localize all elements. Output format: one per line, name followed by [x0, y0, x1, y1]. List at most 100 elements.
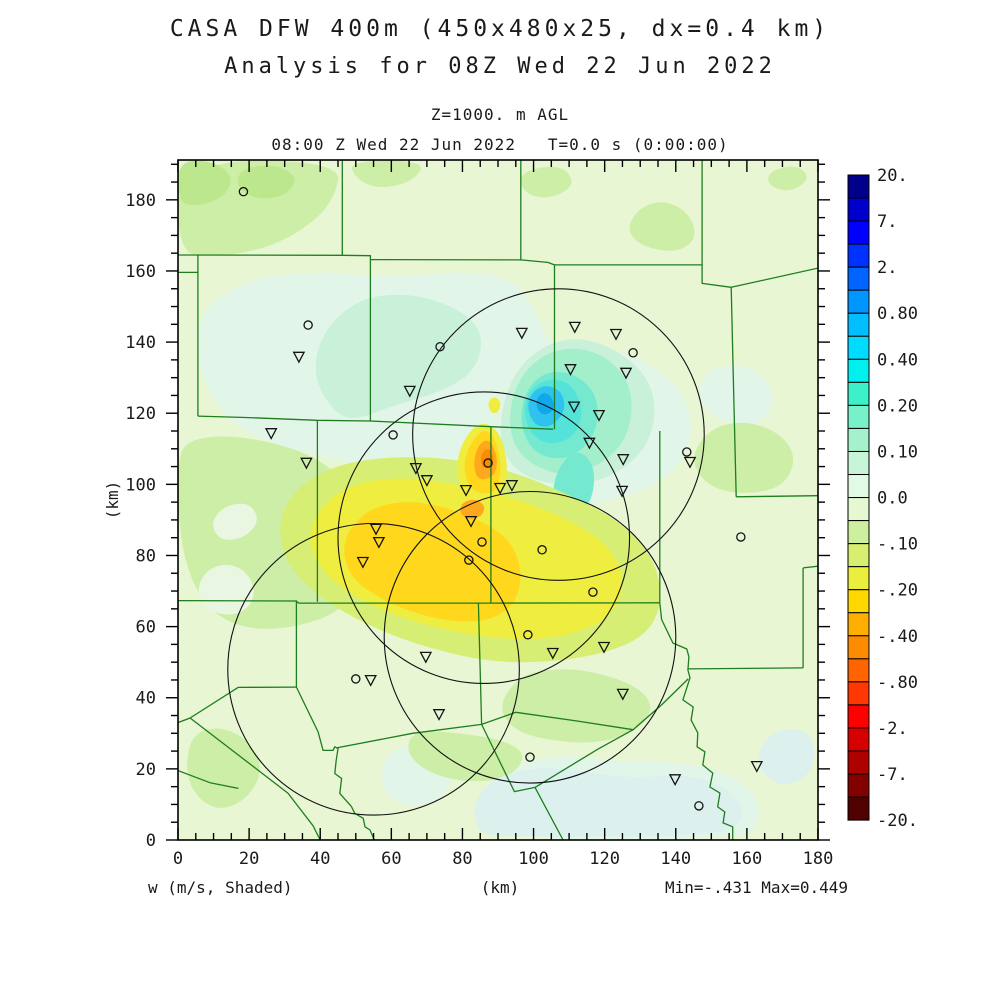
colorbar-segment [847, 520, 870, 545]
colorbar-segment [847, 289, 870, 314]
shaded-region [344, 502, 521, 622]
colorbar-label: 0.10 [877, 443, 918, 463]
y-tick-label: 120 [125, 404, 156, 424]
station-marker-triangle [419, 651, 433, 664]
station-marker-circle [351, 674, 361, 684]
station-marker-triangle [546, 647, 560, 660]
level-label: Z=1000. m AGL [430, 105, 570, 124]
colorbar-label: 7. [877, 212, 897, 232]
station-marker-circle [477, 537, 487, 547]
colorbar-label: -.40 [877, 627, 918, 647]
colorbar-segment [847, 243, 870, 268]
radar-range-circle [412, 288, 705, 581]
station-marker-triangle [564, 364, 577, 376]
shaded-region [520, 166, 572, 198]
county-boundary [178, 769, 239, 790]
shaded-region [629, 202, 695, 251]
station-marker-triangle [364, 674, 377, 687]
county-boundary [295, 686, 375, 840]
station-marker-triangle [583, 437, 596, 450]
colorbar-segment [847, 174, 870, 199]
colorbar-segment [847, 266, 870, 291]
station-marker-triangle [750, 760, 764, 773]
colorbar-label: -20. [877, 811, 918, 831]
station-marker-circle [537, 545, 547, 555]
x-tick-label: 40 [310, 849, 330, 869]
station-marker-triangle [464, 515, 478, 528]
station-marker-triangle [609, 328, 623, 341]
station-marker-triangle [668, 774, 682, 786]
station-marker-triangle [597, 641, 611, 654]
y-tick-label: 160 [125, 262, 156, 282]
x-tick-label: 60 [381, 849, 401, 869]
colorbar-segment [847, 773, 870, 798]
x-tick-label: 20 [239, 849, 259, 869]
county-boundary [178, 254, 703, 266]
y-tick-label: 60 [136, 618, 156, 638]
station-marker-triangle [264, 428, 278, 440]
station-marker-triangle [372, 536, 386, 549]
station-marker-triangle [420, 475, 434, 487]
y-axis-title: (km) [103, 481, 122, 520]
colorbar-label: -.20 [877, 581, 918, 601]
station-marker-circle [303, 320, 313, 330]
shaded-region [502, 669, 651, 743]
colorbar-label: 20. [877, 166, 908, 186]
colorbar-segment [847, 727, 870, 752]
shaded-region [315, 294, 481, 418]
colorbar-segment [847, 474, 870, 499]
colorbar-label: -7. [877, 765, 908, 785]
station-marker-triangle [292, 351, 306, 364]
station-marker-circle [628, 348, 638, 358]
colorbar-segment [847, 566, 870, 591]
colorbar-segment [847, 381, 870, 406]
station-marker-circle [588, 587, 598, 597]
colorbar-segment [847, 450, 870, 476]
station-marker-triangle [615, 485, 629, 498]
shaded-region [408, 731, 523, 782]
station-marker-triangle [568, 321, 582, 334]
shaded-region [488, 397, 501, 414]
field-caption: w (m/s, Shaded) [148, 878, 293, 897]
station-marker-circle [435, 341, 445, 352]
station-marker-triangle [592, 409, 606, 422]
county-boundary [803, 565, 818, 569]
shaded-region [694, 422, 794, 493]
shaded-region [187, 728, 260, 808]
y-tick-label: 100 [125, 475, 156, 495]
shaded-region [213, 503, 257, 540]
shaded-region [198, 564, 254, 615]
station-marker-circle [682, 447, 692, 457]
station-marker-triangle [356, 556, 370, 569]
station-marker-triangle [616, 454, 630, 466]
map-group [177, 159, 819, 841]
radar-range-circle [227, 522, 520, 816]
county-boundary [659, 602, 734, 840]
county-boundary [730, 287, 737, 497]
x-tick-label: 0 [173, 849, 183, 869]
colorbar-label: -2. [877, 719, 908, 739]
colorbar-segment [847, 358, 870, 383]
colorbar-segment [847, 543, 870, 568]
colorbar-label: 2. [877, 258, 897, 278]
county-boundary [701, 160, 818, 288]
colorbar-segment [847, 220, 870, 245]
county-boundary [481, 724, 564, 840]
x-axis-units-caption: (km) [480, 878, 520, 897]
colorbar-segment [847, 312, 870, 337]
county-boundary [736, 495, 818, 498]
y-tick-label: 80 [136, 546, 156, 566]
colorbar-label: 0.0 [877, 489, 908, 509]
x-tick-label: 100 [518, 849, 549, 869]
x-tick-label: 120 [589, 849, 620, 869]
station-marker-triangle [409, 462, 423, 475]
colorbar-segment [847, 681, 870, 706]
shaded-region [178, 160, 231, 206]
minmax-caption: Min=-.431 Max=0.449 [664, 878, 848, 897]
y-tick-label: 40 [136, 689, 156, 709]
station-marker-triangle [432, 709, 446, 721]
y-tick-label: 140 [125, 333, 156, 353]
station-marker-circle [523, 630, 533, 640]
